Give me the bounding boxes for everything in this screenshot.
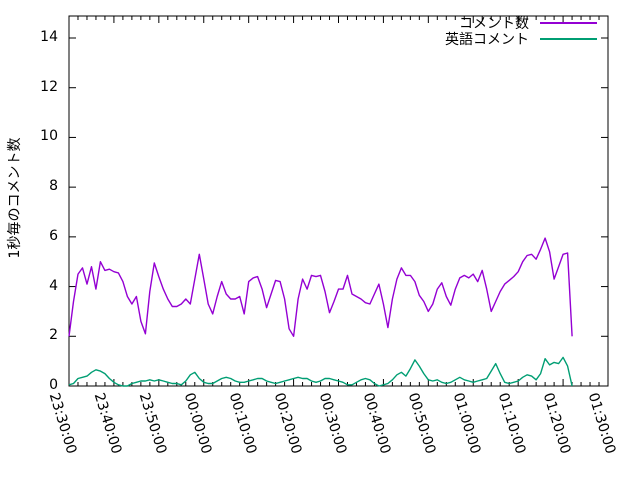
legend-row: コメント数 — [445, 15, 597, 32]
y-tick-label: 0 — [49, 377, 58, 393]
plot-border — [68, 15, 609, 387]
legend-line-sample-0 — [540, 22, 597, 24]
y-tick-label: 4 — [49, 277, 58, 294]
legend-label-0: コメント数 — [459, 16, 529, 32]
y-tick-label: 6 — [49, 227, 58, 244]
legend-line-sample-1 — [540, 38, 597, 40]
legend: コメント数 英語コメント — [445, 15, 597, 48]
y-tick-label: 2 — [49, 327, 58, 344]
y-tick-label: 10 — [40, 128, 58, 145]
series-line-1 — [68, 356, 573, 387]
legend-row: 英語コメント — [445, 31, 597, 48]
series-line-0 — [68, 237, 573, 337]
legend-label-1: 英語コメント — [445, 32, 529, 48]
y-tick-label: 8 — [49, 178, 58, 195]
y-tick-label: 14 — [40, 29, 58, 45]
y-tick-label: 12 — [40, 78, 58, 95]
